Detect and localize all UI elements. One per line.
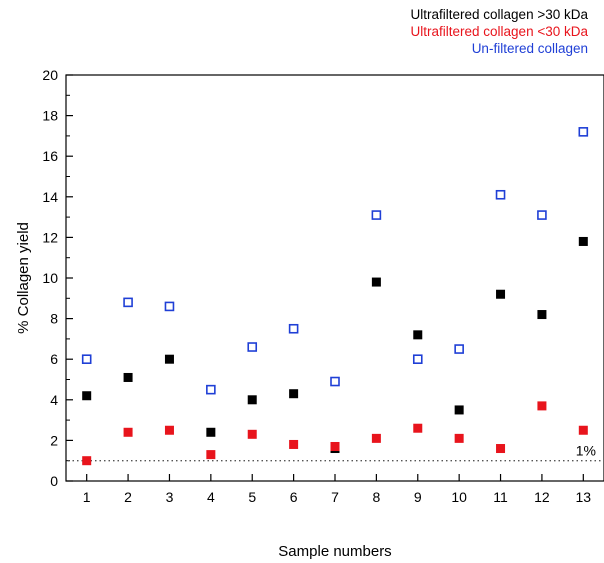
y-axis-title: % Collagen yield	[15, 222, 32, 334]
data-point-series-0	[371, 277, 381, 287]
data-point-series-2	[123, 297, 133, 308]
x-tick-label: 3	[166, 489, 174, 505]
x-tick-label: 4	[207, 489, 215, 505]
y-tick-label: 8	[50, 311, 58, 327]
data-point-series-1	[206, 450, 216, 460]
data-point-series-2	[288, 323, 299, 334]
x-axis: 1 2 3 4 5 6 7 8 9 10 11 12 13	[83, 474, 592, 505]
y-tick-label: 4	[50, 392, 58, 408]
data-point-series-1	[496, 444, 506, 454]
data-point-series-0	[289, 389, 299, 399]
data-point-series-2	[206, 384, 216, 395]
plot-area	[65, 74, 604, 482]
reference-line-label: 1%	[576, 443, 596, 459]
data-point-series-1	[578, 425, 588, 435]
x-tick-label: 2	[124, 489, 132, 505]
data-point-series-1	[82, 456, 92, 466]
x-axis-title: Sample numbers	[278, 543, 391, 560]
data-point-series-1	[247, 429, 257, 439]
data-point-series-2	[371, 210, 382, 220]
data-point-series-1	[413, 423, 423, 433]
data-point-series-1	[454, 433, 464, 443]
data-point-series-0	[164, 354, 174, 364]
data-point-series-1	[537, 401, 547, 411]
data-point-series-1	[289, 439, 299, 449]
data-point-series-1	[164, 425, 174, 435]
x-tick-label: 10	[451, 489, 467, 505]
x-tick-label: 9	[414, 489, 422, 505]
x-tick-label: 6	[290, 489, 298, 505]
x-tick-label: 11	[493, 489, 508, 505]
data-point-series-2	[164, 301, 175, 312]
data-point-series-2	[495, 189, 506, 200]
data-point-series-2	[330, 376, 340, 387]
data-point-series-2	[578, 127, 589, 137]
legend: Ultrafiltered collagen >30 kDa Ultrafilt…	[411, 7, 589, 56]
legend-entry-0: Ultrafiltered collagen >30 kDa	[411, 7, 589, 22]
y-tick-label: 18	[42, 108, 58, 124]
x-tick-label: 12	[534, 489, 550, 505]
legend-entry-2: Un-filtered collagen	[472, 41, 588, 56]
reference-line-group: 1%	[68, 443, 602, 462]
data-point-series-0	[206, 427, 216, 437]
data-point-series-0	[82, 391, 92, 401]
x-tick-label: 13	[576, 489, 592, 505]
data-point-series-2	[537, 210, 547, 220]
data-point-series-2	[247, 342, 258, 352]
data-point-series-0	[413, 330, 423, 340]
x-tick-label: 7	[331, 489, 339, 505]
data-points	[81, 127, 589, 466]
legend-entry-1: Ultrafiltered collagen <30 kDa	[411, 24, 589, 39]
data-point-series-0	[247, 395, 257, 405]
y-tick-label: 0	[50, 473, 58, 489]
y-tick-label: 20	[42, 67, 58, 83]
data-point-series-0	[454, 405, 464, 415]
x-tick-label: 8	[372, 489, 380, 505]
data-point-series-0	[537, 310, 547, 320]
data-point-series-1	[371, 433, 381, 443]
y-tick-label: 12	[42, 229, 58, 245]
y-tick-label: 10	[42, 270, 58, 286]
data-point-series-2	[412, 354, 423, 365]
y-tick-label: 16	[42, 148, 58, 164]
y-tick-label: 2	[50, 432, 58, 448]
data-point-series-1	[123, 427, 133, 437]
data-point-series-0	[123, 372, 133, 382]
data-point-series-0	[578, 236, 588, 246]
data-point-series-2	[454, 344, 464, 354]
y-tick-label: 14	[42, 189, 58, 205]
data-point-series-1	[330, 441, 340, 451]
x-tick-label: 1	[83, 489, 91, 505]
data-point-series-2	[81, 354, 92, 365]
x-tick-label: 5	[248, 489, 256, 505]
y-tick-label: 6	[50, 351, 58, 367]
y-axis: 0 2 4 6 8 10 12 14 16 18 20	[42, 67, 73, 489]
data-point-series-0	[496, 289, 506, 299]
